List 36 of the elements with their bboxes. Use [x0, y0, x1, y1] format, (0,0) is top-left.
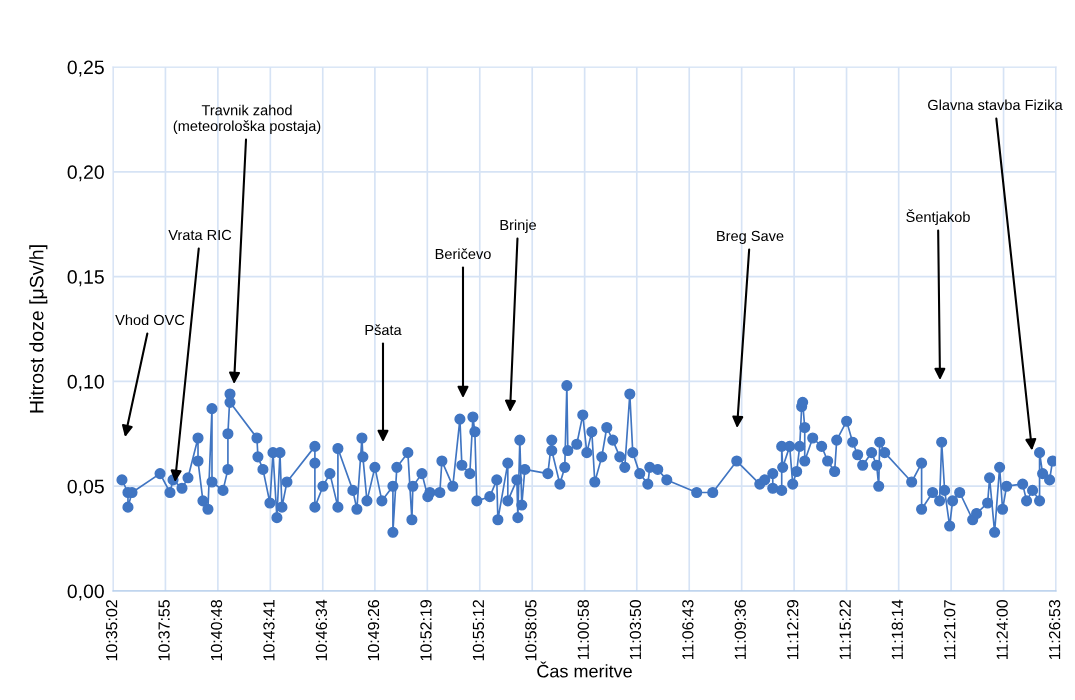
annotation: Pšata [365, 324, 402, 336]
x-tick-label: 11:12:29 [787, 600, 799, 660]
x-tick-label: 11:03:50 [629, 599, 642, 660]
x-tick-label: 10:46:34 [315, 599, 328, 661]
y-tick-label: 0,05 [67, 479, 104, 496]
x-tick-label: 10:43:41 [263, 600, 275, 661]
annotation: Vhod OVC [115, 314, 185, 326]
annotation: Breg Save [717, 230, 784, 244]
y-tick-label: 0,15 [67, 270, 104, 287]
y-tick-label: 0,10 [67, 374, 104, 391]
x-tick-label: 11:26:53 [1048, 600, 1061, 660]
annotation: Beričevo [435, 248, 491, 260]
x-tick-label: 11:06:43 [682, 600, 694, 660]
x-tick-label: 11:15:22 [839, 600, 851, 660]
annotation: Vrata RIC [168, 229, 232, 241]
x-tick-label: 11:09:36 [734, 600, 746, 660]
x-tick-label: 11:18:14 [891, 599, 903, 660]
x-tick-label: 11:21:07 [944, 600, 956, 660]
x-tick-label: 11:00:58 [577, 600, 589, 660]
x-tick-label: 10:52:19 [420, 600, 432, 661]
x-tick-label: 10:40:48 [210, 600, 223, 661]
y-tick-label: 0,00 [67, 584, 104, 601]
x-tick-label: 10:49:26 [367, 600, 380, 661]
x-tick-label: 10:37:55 [158, 600, 170, 661]
annotation: Šentjakob [906, 209, 970, 225]
y-tick-label: 0,25 [67, 60, 104, 77]
y-axis-title: Hitrost doze [μSv/h] [29, 245, 48, 413]
x-tick-label: 10:58:05 [525, 600, 537, 661]
x-tick-label: 10:35:02 [105, 600, 118, 661]
x-axis-title: Čas meritve [537, 661, 632, 678]
x-tick-label: 10:55:12 [472, 600, 485, 661]
annotation: Glavna stavba Fizika [928, 99, 1063, 111]
annotation: Travnik zahod (meteorološka postaja) [173, 104, 321, 134]
y-tick-label: 0,20 [67, 165, 104, 182]
annotation: Brinje [500, 219, 536, 233]
x-tick-label: 11:24:00 [996, 599, 1008, 660]
